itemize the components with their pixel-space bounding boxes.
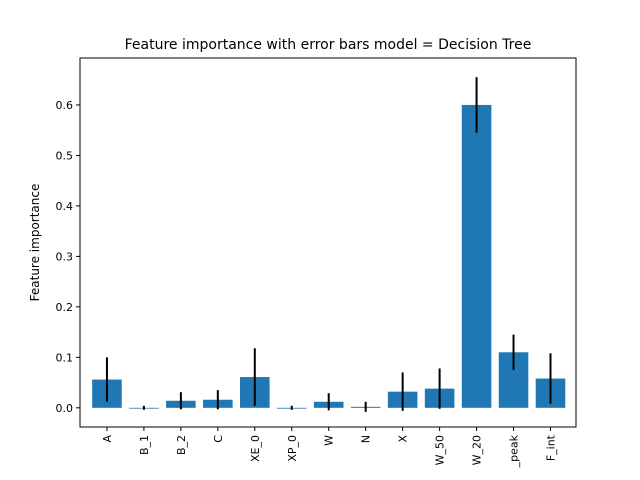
x-tick-label: A [101,435,114,443]
x-tick-label: F_int [544,434,557,461]
x-tick-label: _peak [508,434,521,468]
x-tick-label: B_2 [175,435,188,455]
x-tick-label: B_1 [138,435,151,455]
y-tick-label: 0.3 [56,250,74,263]
y-axis: 0.0 0.1 0.2 0.3 0.4 0.5 0.6 [56,99,80,415]
errorbars-layer [105,77,552,412]
x-axis: A B_1 B_2 C XE_0 XP_0 W N X W_50 W_20 _peak F_int [101,427,557,468]
y-axis-label: Feature importance [28,184,42,302]
x-tick-label: X [397,435,410,443]
x-tick-label: W [323,435,336,446]
y-tick-label: 0.6 [56,99,74,112]
bar-W_20 [461,104,492,408]
y-tick-label: 0.1 [56,351,74,364]
x-tick-label: W_50 [434,435,447,465]
plot-frame [79,57,577,428]
x-tick-label: XP_0 [286,435,299,462]
y-tick-label: 0.2 [56,301,74,314]
x-tick-label: XE_0 [249,435,262,462]
x-tick-label: W_20 [471,435,484,465]
y-tick-label: 0.4 [56,200,74,213]
chart-title: Feature importance with error bars model… [125,37,532,53]
y-tick-label: 0.0 [56,402,74,415]
x-tick-label: N [360,435,373,443]
x-tick-label: C [212,435,225,443]
y-tick-label: 0.5 [56,149,74,162]
